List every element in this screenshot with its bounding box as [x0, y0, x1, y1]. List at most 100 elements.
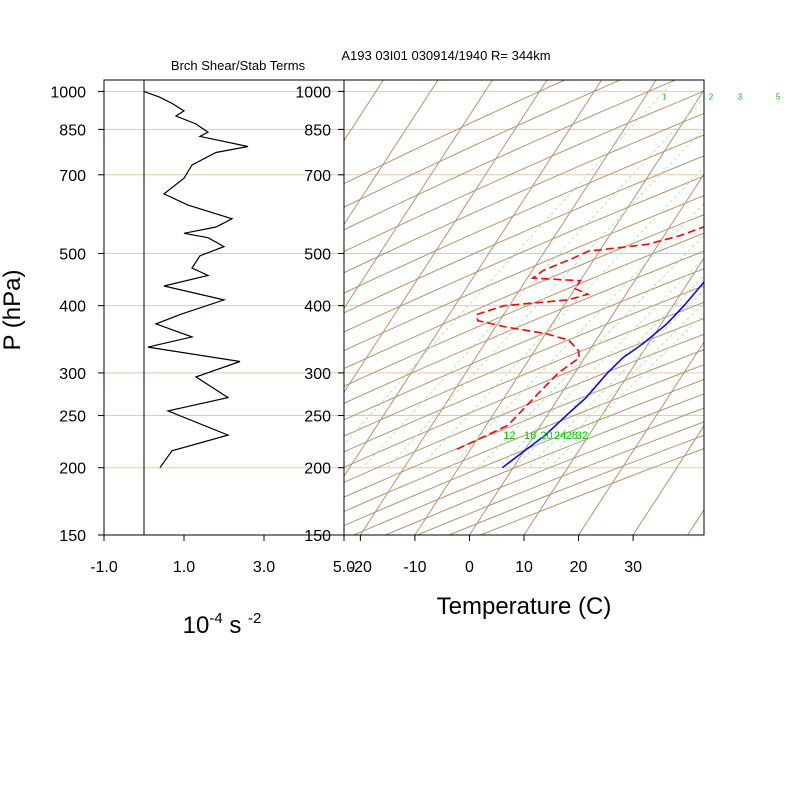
dry-adiabat-line	[344, 80, 566, 185]
isotherm-line	[344, 80, 548, 394]
temperature-tick-label-20: 20	[570, 559, 588, 576]
isotherm-line	[0, 80, 220, 535]
temperature-tick-label--10: -10	[403, 559, 426, 576]
temperature-axis-label: Temperature (C)	[437, 593, 612, 620]
units-base: 10	[183, 612, 210, 639]
dry-adiabat-line	[344, 349, 704, 498]
pressure-axis-label: P (hPa)	[0, 270, 26, 351]
left-panel-title: Brch Shear/Stab Terms	[171, 58, 306, 73]
temperature-tick-label-0: 0	[465, 559, 474, 576]
skewt-profiles-layer	[0, 80, 800, 535]
mixing-ratio-label-12: 12	[503, 430, 515, 442]
isotherm-line	[0, 80, 274, 535]
mixing-ratio-labels: 121620242832123581220	[503, 92, 781, 442]
left-x-tick-label-2: 3.0	[253, 559, 275, 576]
right-y-tick-label-400: 400	[304, 299, 331, 316]
left-y-tick-label-700: 700	[59, 168, 86, 185]
isotherm-line	[344, 80, 602, 478]
skewt-title: A193 03I01 030914/1940 R= 344km	[341, 48, 550, 63]
dry-adiabat-line	[344, 195, 704, 352]
right-y-tick-label-200: 200	[304, 461, 331, 478]
dry-adiabat-line	[344, 155, 704, 314]
dry-adiabat-line	[416, 421, 704, 535]
left-y-tick-label-250: 250	[59, 409, 86, 426]
right-y-tick-label-150: 150	[304, 528, 331, 545]
low-mixing-ratio-label-5: 5	[776, 92, 781, 101]
dry-adiabat-line	[344, 80, 621, 208]
right-y-tick-label-500: 500	[304, 246, 331, 263]
right-y-tick-label-700: 700	[304, 168, 331, 185]
dry-adiabat-line	[344, 112, 704, 274]
mixing-ratio-line	[344, 80, 676, 446]
left-y-tick-label-150: 150	[59, 528, 86, 545]
dry-adiabat-line	[344, 268, 704, 421]
isotherm-line	[742, 80, 800, 535]
pressure-axis-right: 1000 850 700 500 400 300 250 200 150	[295, 84, 344, 545]
dry-adiabat-line	[344, 333, 704, 483]
mixing-ratio-line	[514, 275, 704, 468]
dry-adiabat-line	[344, 134, 704, 294]
mixing-ratio-label-16: 16	[524, 430, 536, 442]
left-x-tick-label-0: -1.0	[90, 559, 118, 576]
dry-adiabat-line	[480, 448, 704, 535]
dry-adiabat-line	[344, 285, 704, 437]
dry-adiabat-line	[344, 364, 704, 513]
units-exponent-2: -2	[248, 610, 261, 627]
shear-stability-panel: 1000 850 700 500 400 300 250 200 150 -1.0 1.0 3.0 5…	[0, 58, 355, 639]
units-symbol: s	[223, 612, 248, 639]
temperature-tick-label--20: -20	[349, 559, 372, 576]
mixing-ratio-line	[386, 128, 704, 468]
mixing-ratio-line	[539, 302, 704, 468]
isotherm-line	[578, 341, 704, 535]
left-x-tick-label-1: 1.0	[173, 559, 195, 576]
low-mixing-ratio-label-1: 1	[662, 92, 667, 101]
dry-adiabat-line	[344, 175, 704, 333]
dry-adiabat-line	[344, 301, 704, 453]
mixing-ratio-line	[498, 257, 704, 468]
low-mixing-ratio-label-3: 3	[738, 92, 743, 101]
left-y-tick-label-500: 500	[59, 246, 86, 263]
pressure-axis-left: 1000 850 700 500 400 300 250 200 150	[50, 84, 104, 545]
temperature-profile-line	[501, 280, 704, 469]
isotherm-line	[414, 89, 704, 535]
dewpoint-profile-line	[452, 225, 704, 452]
low-mixing-ratio-label-2: 2	[709, 92, 714, 101]
dry-adiabat-line	[448, 434, 704, 535]
isotherm-line	[359, 80, 657, 535]
mixing-ratio-line	[514, 275, 704, 468]
mixing-ratio-label-20: 20	[540, 430, 552, 442]
left-y-tick-label-850: 850	[59, 122, 86, 139]
shear-stability-profile-line	[143, 90, 249, 469]
isotherm-line	[344, 80, 439, 226]
temperature-tick-label-30: 30	[624, 559, 642, 576]
skewt-panel: 1000 850 700 500 400 300 250 200 150 -20 -10 0 10 20…	[0, 48, 800, 620]
right-y-tick-label-850: 850	[304, 122, 331, 139]
dry-adiabat-line	[344, 214, 704, 370]
isotherm-line	[632, 424, 704, 535]
mixing-ratio-line	[549, 313, 704, 468]
shear-profile-layer	[143, 90, 249, 469]
dry-adiabat-line	[344, 90, 704, 253]
temperature-tick-label-10: 10	[515, 559, 533, 576]
left-y-tick-label-1000: 1000	[50, 84, 86, 101]
dry-adiabat-line	[344, 250, 704, 404]
isotherm-line	[523, 257, 704, 535]
shear-x-axis: -1.0 1.0 3.0 5.0	[90, 535, 355, 576]
left-y-tick-label-400: 400	[59, 299, 86, 316]
left-y-tick-label-200: 200	[59, 461, 86, 478]
mixing-ratio-line	[450, 203, 704, 468]
dry-adiabat-line	[344, 232, 704, 387]
units-exponent-1: -4	[209, 610, 222, 627]
isotherm-line	[344, 80, 493, 310]
mixing-ratio-label-24: 24	[554, 430, 566, 442]
left-y-tick-label-300: 300	[59, 366, 86, 383]
temperature-x-axis: -20 -10 0 10 20 30	[349, 535, 642, 576]
dry-adiabat-line	[344, 80, 676, 231]
units-label: 10-4 s -2	[183, 610, 262, 639]
right-y-tick-label-1000: 1000	[295, 84, 331, 101]
left-x-tick-label-3: 5.0	[333, 559, 355, 576]
mixing-ratio-label-28: 28	[566, 430, 578, 442]
mixing-ratio-label-32: 32	[576, 430, 588, 442]
right-y-tick-label-300: 300	[304, 366, 331, 383]
